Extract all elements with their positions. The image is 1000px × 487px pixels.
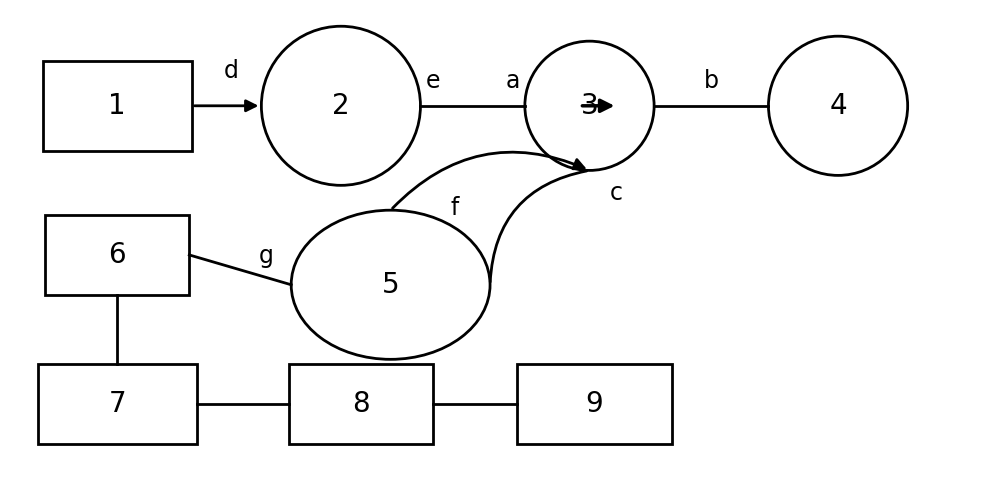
Text: 4: 4 (829, 92, 847, 120)
Text: 7: 7 (108, 390, 126, 418)
Text: e: e (425, 69, 440, 93)
Text: 6: 6 (108, 241, 126, 269)
Text: 8: 8 (352, 390, 370, 418)
Circle shape (768, 36, 908, 175)
Text: 1: 1 (108, 92, 126, 120)
Text: d: d (224, 59, 239, 83)
Text: 5: 5 (382, 271, 399, 299)
Text: 2: 2 (332, 92, 350, 120)
Text: g: g (258, 244, 273, 268)
Text: b: b (704, 69, 719, 93)
Text: c: c (609, 181, 622, 205)
Text: a: a (506, 69, 520, 93)
Bar (43, 61, 192, 150)
Circle shape (525, 41, 654, 170)
Text: f: f (450, 196, 459, 220)
Circle shape (261, 26, 420, 186)
Bar (38, 364, 197, 444)
Bar (517, 364, 672, 444)
Text: 3: 3 (581, 92, 598, 120)
Text: 9: 9 (586, 390, 603, 418)
Bar (289, 364, 433, 444)
Ellipse shape (291, 210, 490, 359)
Bar (45, 215, 189, 295)
